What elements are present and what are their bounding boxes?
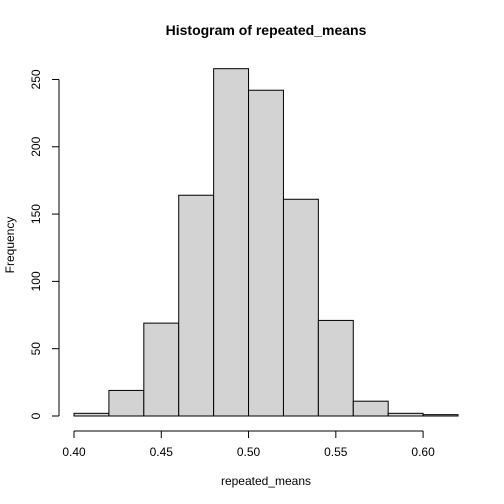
histogram-bar [282, 198, 319, 417]
x-tick-label: 0.40 [62, 445, 86, 459]
y-tick-label: 50 [29, 342, 43, 356]
histogram-bar [317, 319, 354, 417]
x-axis: 0.40 0.45 0.50 0.55 0.60 [62, 430, 435, 459]
y-tick-label: 0 [29, 412, 43, 419]
histogram-bars [73, 68, 459, 417]
x-tick-label: 0.45 [150, 445, 174, 459]
chart-title: Histogram of repeated_means [166, 22, 367, 38]
histogram-bar [248, 89, 284, 417]
histogram-bar [108, 389, 145, 417]
histogram-bar [143, 322, 180, 417]
histogram-bar [422, 414, 459, 417]
histogram-bar [352, 400, 389, 417]
histogram-bar [213, 68, 250, 417]
y-tick-label: 200 [29, 136, 43, 156]
y-axis: 0 50 100 150 200 250 [29, 69, 60, 419]
histogram-bar [73, 412, 110, 417]
x-tick-label: 0.60 [411, 445, 435, 459]
x-tick-label: 0.55 [324, 445, 348, 459]
y-tick-label: 250 [29, 69, 43, 89]
y-tick-label: 150 [29, 204, 43, 224]
x-tick-label: 0.50 [237, 445, 261, 459]
x-axis-label: repeated_means [221, 474, 311, 488]
histogram-bar [387, 412, 424, 417]
histogram-bar [178, 194, 215, 417]
y-tick-label: 100 [29, 271, 43, 291]
y-axis-label: Frequency [3, 217, 17, 274]
